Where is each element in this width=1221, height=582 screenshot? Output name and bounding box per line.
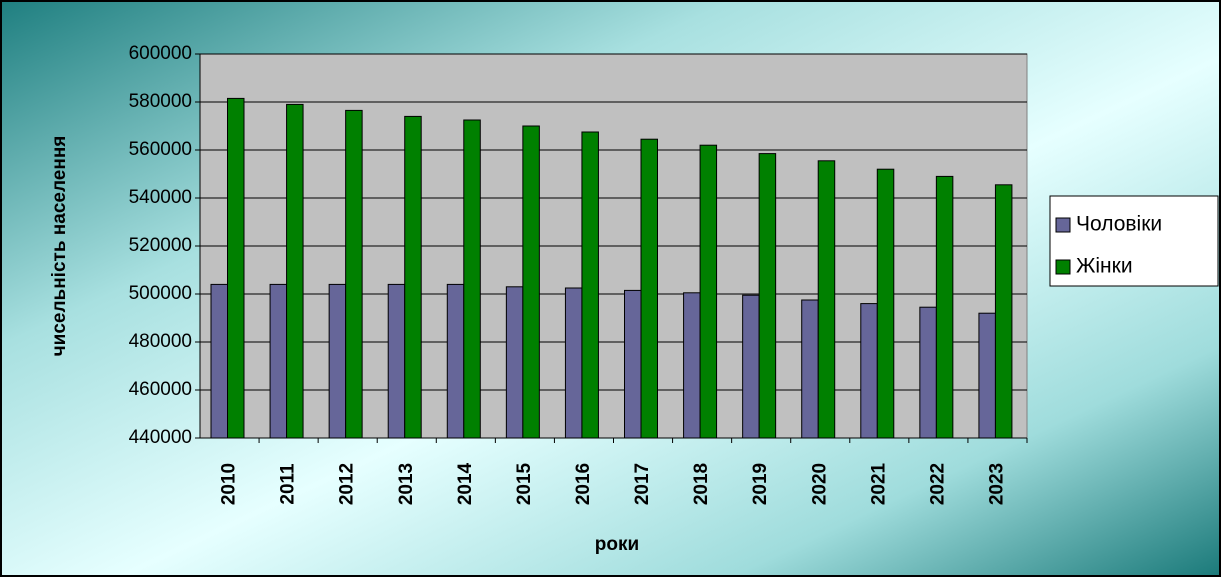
legend-label: Чоловіки [1076, 213, 1162, 236]
bar [387, 283, 406, 439]
x-tick-label: 2012 [337, 463, 358, 505]
bar [699, 144, 718, 439]
x-axis-title: роки [595, 534, 639, 555]
y-tick-label: 520000 [129, 235, 192, 256]
bar [345, 109, 363, 439]
y-tick-label: 460000 [129, 379, 192, 400]
x-tick-label: 2014 [455, 462, 476, 505]
bar [505, 286, 524, 439]
legend-label: Жінки [1076, 255, 1133, 278]
x-tick-label: 2011 [278, 463, 299, 505]
bar [860, 303, 878, 439]
y-axis-title: чисельність населення [49, 136, 70, 357]
bar [328, 283, 347, 439]
bar [286, 103, 304, 439]
bar [446, 283, 465, 439]
bar [994, 184, 1013, 439]
bar [564, 287, 583, 439]
y-tick-label: 560000 [129, 139, 192, 160]
x-tick-label: 2016 [573, 463, 594, 505]
bar [269, 283, 288, 439]
legend-swatch [1055, 217, 1071, 233]
x-tick-label: 2018 [691, 463, 712, 505]
bar [758, 153, 777, 439]
x-tick-label: 2020 [809, 463, 830, 505]
y-tick-label: 480000 [129, 331, 192, 352]
bar [978, 312, 996, 439]
bar [919, 306, 937, 439]
bar [404, 115, 422, 439]
bar [210, 283, 228, 439]
y-tick-label: 600000 [129, 43, 192, 64]
bar [581, 131, 599, 439]
bar [463, 119, 481, 439]
x-tick-label: 2019 [750, 463, 771, 505]
bar [742, 294, 760, 439]
bar [624, 289, 642, 439]
bar [817, 160, 836, 439]
legend-swatch [1055, 259, 1071, 275]
x-tick-label: 2022 [927, 463, 948, 505]
bar [683, 292, 701, 439]
x-tick-label: 2021 [868, 462, 889, 505]
x-tick-label: 2013 [396, 463, 417, 505]
bar [227, 97, 245, 439]
y-tick-label: 540000 [129, 187, 192, 208]
bar [801, 299, 819, 439]
y-tick-label: 580000 [129, 91, 192, 112]
x-tick-label: 2023 [986, 463, 1007, 505]
bar [522, 125, 540, 439]
bar [640, 138, 658, 439]
x-tick-label: 2017 [632, 463, 653, 505]
bar [935, 175, 954, 439]
x-tick-label: 2015 [514, 462, 535, 505]
legend [1049, 195, 1219, 287]
y-tick-label: 440000 [129, 427, 192, 448]
bar [876, 168, 895, 439]
x-tick-label: 2010 [219, 463, 240, 505]
y-tick-label: 500000 [129, 283, 192, 304]
